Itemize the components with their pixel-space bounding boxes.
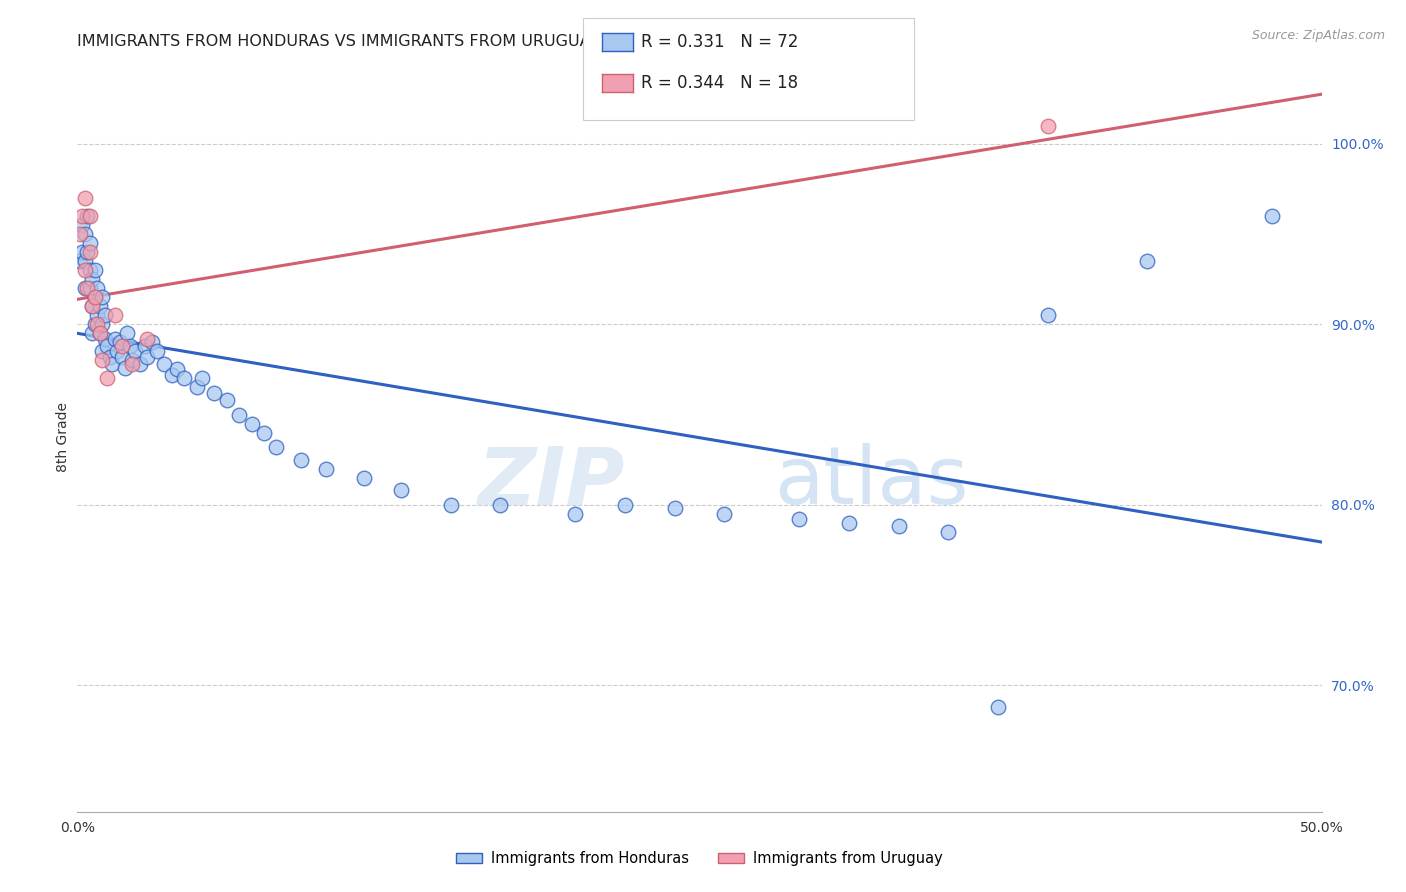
Point bbox=[121, 357, 143, 371]
Point bbox=[887, 519, 910, 533]
Point bbox=[146, 344, 169, 359]
Text: R = 0.344   N = 18: R = 0.344 N = 18 bbox=[641, 74, 799, 92]
Point bbox=[315, 461, 337, 475]
Point bbox=[82, 299, 104, 313]
Point bbox=[86, 281, 108, 295]
Point bbox=[72, 218, 94, 232]
Point bbox=[83, 263, 105, 277]
Point bbox=[202, 385, 225, 400]
Point bbox=[240, 417, 263, 431]
Point bbox=[79, 263, 101, 277]
Point bbox=[96, 371, 118, 385]
Point bbox=[83, 290, 105, 304]
Point bbox=[389, 483, 412, 498]
Point bbox=[91, 290, 114, 304]
Point bbox=[136, 332, 159, 346]
Point bbox=[353, 471, 375, 485]
Point bbox=[1261, 209, 1284, 223]
Point bbox=[105, 344, 128, 359]
Point bbox=[124, 344, 146, 359]
Text: atlas: atlas bbox=[775, 443, 969, 521]
Point bbox=[136, 350, 159, 364]
Point bbox=[93, 308, 115, 322]
Point bbox=[114, 360, 136, 375]
Point bbox=[191, 371, 214, 385]
Point bbox=[111, 350, 134, 364]
Point bbox=[128, 357, 150, 371]
Point bbox=[82, 299, 104, 313]
Point bbox=[76, 281, 98, 295]
Text: IMMIGRANTS FROM HONDURAS VS IMMIGRANTS FROM URUGUAY 8TH GRADE CORRELATION CHART: IMMIGRANTS FROM HONDURAS VS IMMIGRANTS F… bbox=[77, 34, 877, 49]
Point bbox=[91, 317, 114, 331]
Text: R = 0.331   N = 72: R = 0.331 N = 72 bbox=[641, 33, 799, 51]
Point bbox=[489, 498, 512, 512]
Point bbox=[153, 357, 176, 371]
Point bbox=[89, 326, 111, 341]
Point bbox=[439, 498, 461, 512]
Point bbox=[104, 332, 127, 346]
Point bbox=[186, 380, 208, 394]
Point bbox=[160, 368, 183, 382]
Point bbox=[79, 281, 101, 295]
Point bbox=[1136, 254, 1159, 268]
Point bbox=[73, 227, 96, 241]
Point bbox=[73, 281, 96, 295]
Point bbox=[564, 507, 586, 521]
Point bbox=[266, 440, 288, 454]
Point bbox=[89, 326, 111, 341]
Point bbox=[101, 357, 124, 371]
Point bbox=[253, 425, 276, 440]
Point bbox=[82, 272, 104, 286]
Point bbox=[173, 371, 195, 385]
Point bbox=[76, 245, 98, 260]
Point bbox=[79, 235, 101, 250]
Point bbox=[228, 408, 250, 422]
Point bbox=[936, 524, 959, 539]
Point bbox=[69, 254, 91, 268]
Point bbox=[86, 317, 108, 331]
Point bbox=[91, 353, 114, 368]
Point bbox=[72, 245, 94, 260]
Legend: Immigrants from Honduras, Immigrants from Uruguay: Immigrants from Honduras, Immigrants fro… bbox=[450, 846, 949, 871]
Point bbox=[987, 700, 1010, 714]
Point bbox=[82, 326, 104, 341]
Point bbox=[1036, 119, 1059, 133]
Point bbox=[96, 339, 118, 353]
Point bbox=[83, 290, 105, 304]
Text: Source: ZipAtlas.com: Source: ZipAtlas.com bbox=[1251, 29, 1385, 42]
Point bbox=[79, 209, 101, 223]
Point bbox=[76, 209, 98, 223]
Point bbox=[787, 512, 810, 526]
Point bbox=[73, 254, 96, 268]
Y-axis label: 8th Grade: 8th Grade bbox=[56, 402, 70, 472]
Point bbox=[111, 339, 134, 353]
Text: ZIP: ZIP bbox=[478, 443, 624, 521]
Point bbox=[1036, 308, 1059, 322]
Point bbox=[838, 516, 860, 530]
Point bbox=[166, 362, 188, 376]
Point bbox=[215, 393, 238, 408]
Point bbox=[121, 353, 143, 368]
Point bbox=[73, 191, 96, 205]
Point bbox=[72, 209, 94, 223]
Point bbox=[115, 326, 138, 341]
Point bbox=[141, 335, 163, 350]
Point bbox=[83, 317, 105, 331]
Point bbox=[86, 308, 108, 322]
Point bbox=[91, 344, 114, 359]
Point bbox=[98, 350, 121, 364]
Point bbox=[613, 498, 636, 512]
Point bbox=[664, 501, 686, 516]
Point bbox=[89, 299, 111, 313]
Point bbox=[79, 245, 101, 260]
Point bbox=[93, 332, 115, 346]
Point bbox=[69, 227, 91, 241]
Point bbox=[108, 335, 131, 350]
Point bbox=[134, 339, 156, 353]
Point bbox=[713, 507, 735, 521]
Point bbox=[290, 452, 312, 467]
Point bbox=[104, 308, 127, 322]
Point bbox=[73, 263, 96, 277]
Point bbox=[118, 339, 141, 353]
